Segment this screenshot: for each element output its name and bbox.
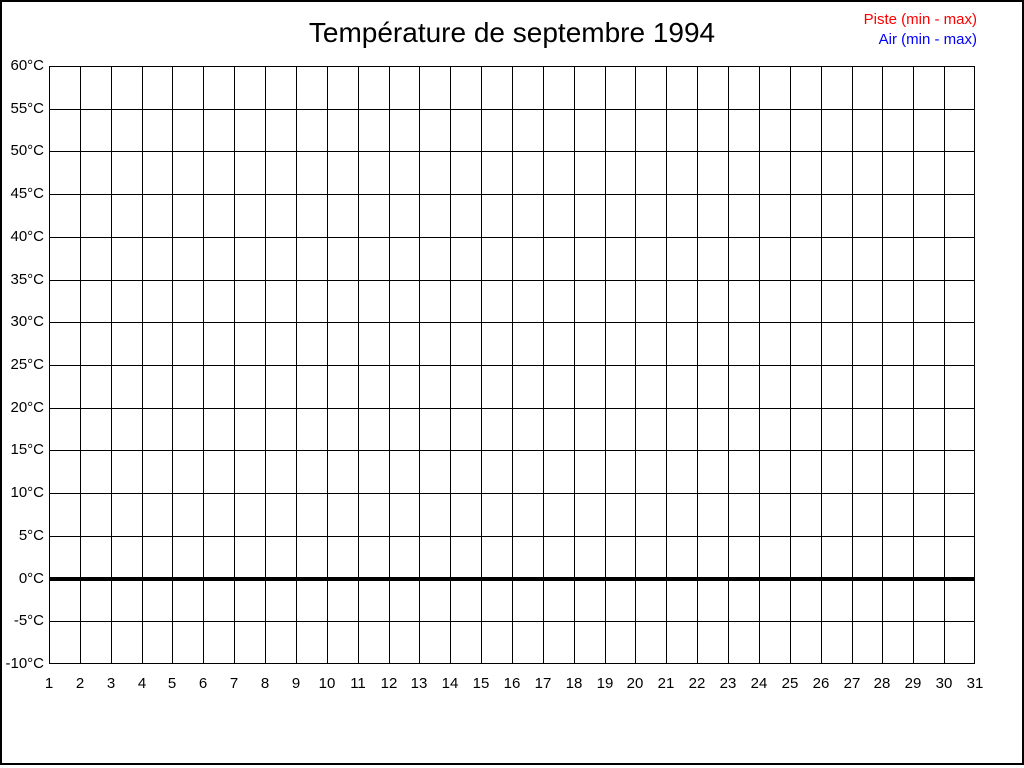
x-tick-label: 30 [935,675,953,692]
x-tick-label: 6 [198,675,208,692]
x-tick-label: 29 [904,675,922,692]
x-tick-label: 14 [441,675,459,692]
grid-line-horizontal [49,66,975,67]
y-tick-label: -5°C [13,612,44,629]
grid-line-horizontal [49,109,975,110]
plot-area [49,66,975,664]
y-tick-label: 50°C [10,142,44,159]
legend-item-air: Air (min - max) [878,31,977,48]
grid-line-horizontal [49,365,975,366]
y-tick-label: 0°C [18,570,44,587]
x-tick-label: 1 [44,675,54,692]
x-tick-label: 9 [291,675,301,692]
x-tick-label: 24 [750,675,768,692]
x-tick-label: 8 [260,675,270,692]
x-tick-label: 10 [318,675,336,692]
y-tick-label: 5°C [18,527,44,544]
x-tick-label: 13 [410,675,428,692]
grid-line-horizontal [49,237,975,238]
x-tick-label: 3 [106,675,116,692]
grid-line-horizontal [49,493,975,494]
y-axis-labels: 60°C 55°C 50°C 45°C 40°C 35°C 30°C 25°C 20°C 15°C… [0,0,44,768]
y-tick-label: 15°C [10,441,44,458]
x-tick-label: 11 [350,675,366,692]
grid-line-horizontal [49,408,975,409]
x-tick-label: 23 [719,675,737,692]
x-tick-label: 12 [380,675,398,692]
y-tick-label: -10°C [5,655,44,672]
x-tick-label: 22 [688,675,706,692]
x-tick-label: 17 [534,675,552,692]
x-tick-label: 20 [626,675,644,692]
zero-degree-line [49,577,975,581]
chart-title: Température de septembre 1994 [308,17,716,48]
grid-line-horizontal [49,322,975,323]
x-tick-label: 21 [657,675,675,692]
x-tick-label: 5 [167,675,177,692]
grid-line-horizontal [49,621,975,622]
y-tick-label: 60°C [10,57,44,74]
y-tick-label: 25°C [10,356,44,373]
x-tick-label: 15 [472,675,490,692]
grid-line-horizontal [49,450,975,451]
x-tick-label: 19 [596,675,614,692]
x-tick-label: 4 [137,675,147,692]
legend-item-piste: Piste (min - max) [863,11,977,28]
grid-line-horizontal [49,194,975,195]
x-tick-label: 26 [812,675,830,692]
x-tick-label: 27 [843,675,861,692]
grid-line-horizontal [49,663,975,664]
grid-line-horizontal [49,536,975,537]
x-tick-label: 16 [503,675,521,692]
y-tick-label: 10°C [10,484,44,501]
y-tick-label: 55°C [10,100,44,117]
y-tick-label: 40°C [10,228,44,245]
grid-line-horizontal [49,280,975,281]
chart-legend: Piste (min - max) Air (min - max) [864,10,977,50]
x-tick-label: 25 [781,675,799,692]
x-tick-label: 28 [873,675,891,692]
y-tick-label: 45°C [10,185,44,202]
y-tick-label: 30°C [10,313,44,330]
x-tick-label: 18 [565,675,583,692]
y-tick-label: 35°C [10,271,44,288]
x-tick-label: 7 [229,675,239,692]
x-tick-label: 2 [75,675,85,692]
y-tick-label: 20°C [10,399,44,416]
grid-line-horizontal [49,151,975,152]
x-tick-label: 31 [966,675,984,692]
